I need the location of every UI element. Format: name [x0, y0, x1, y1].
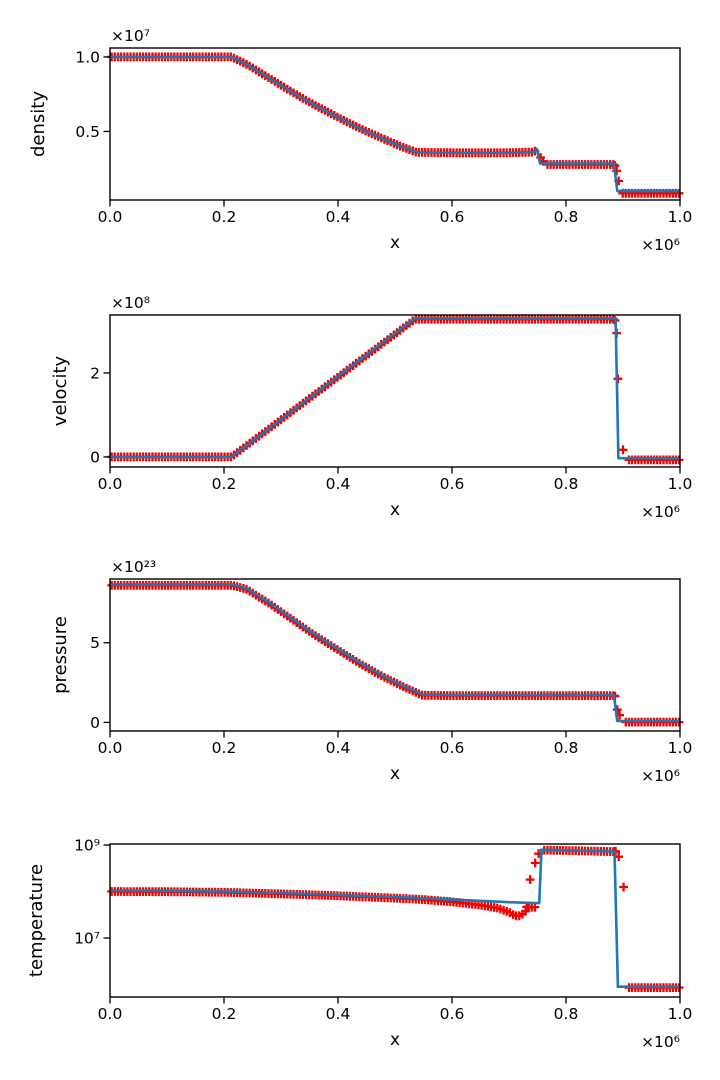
x-tick-label: 0.0 — [98, 739, 123, 757]
x-tick-label: 0.0 — [98, 1005, 123, 1023]
x-tick-label: 0.4 — [326, 1005, 351, 1023]
y-tick-label: 1.0 — [75, 48, 100, 66]
numerical-solution-markers — [107, 314, 684, 465]
panel-velocity: 0.0 0.2 0.4 0.6 0.8 1.0 0 2 ×10⁸ velocity x ×10⁶ — [50, 294, 692, 521]
x-axis-offset-label: ×10⁶ — [641, 1033, 680, 1051]
x-tick-label: 0.6 — [440, 739, 465, 757]
x-tick-label: 0.0 — [98, 208, 123, 226]
x-tick-label: 0.0 — [98, 475, 123, 493]
x-axis-label: x — [390, 500, 400, 520]
x-tick-label: 0.6 — [440, 1005, 465, 1023]
y-axis-label: temperature — [26, 864, 47, 977]
exact-solution-line — [110, 55, 680, 193]
y-tick-label: 0 — [90, 714, 100, 732]
y-tick-label: 0 — [90, 448, 100, 466]
y-axis-label: density — [28, 91, 49, 157]
x-tick-label: 0.8 — [554, 475, 579, 493]
x-axis-offset-label: ×10⁶ — [641, 236, 680, 254]
x-tick-label: 1.0 — [668, 475, 693, 493]
y-axis-offset-label: ×10⁸ — [111, 294, 150, 312]
x-tick-label: 0.2 — [212, 475, 237, 493]
x-tick-label: 0.2 — [212, 1005, 237, 1023]
x-tick-label: 0.8 — [554, 1005, 579, 1023]
x-axis-label: x — [390, 233, 400, 253]
x-tick-label: 1.0 — [668, 739, 693, 757]
x-axis-label: x — [390, 1030, 400, 1050]
x-tick-label: 0.6 — [440, 208, 465, 226]
x-axis-offset-label: ×10⁶ — [641, 767, 680, 785]
y-tick-label: 10⁷ — [74, 930, 100, 948]
numerical-solution-markers — [107, 845, 684, 992]
axes-frame — [109, 843, 681, 998]
axes-frame — [109, 578, 681, 732]
panel-density: 0.0 0.2 0.4 0.6 0.8 1.0 0.5 1.0 ×10⁷ density x ×10⁶ — [28, 27, 692, 254]
panel-temperature: 0.0 0.2 0.4 0.6 0.8 1.0 10⁷ 10⁹ temperature x ×10⁶ — [26, 836, 692, 1051]
numerical-solution-markers — [107, 52, 684, 198]
y-axis-offset-label: ×10²³ — [111, 558, 156, 576]
x-tick-label: 0.8 — [554, 739, 579, 757]
x-tick-label: 0.4 — [326, 475, 351, 493]
x-tick-label: 0.2 — [212, 208, 237, 226]
x-tick-label: 1.0 — [668, 1005, 693, 1023]
x-tick-label: 1.0 — [668, 208, 693, 226]
y-tick-label: 0.5 — [75, 123, 100, 141]
y-tick-label: 2 — [90, 364, 100, 382]
x-tick-label: 0.8 — [554, 208, 579, 226]
y-tick-label: 10⁹ — [74, 836, 100, 854]
axes-frame — [109, 47, 681, 201]
exact-solution-line — [110, 583, 680, 723]
x-axis-label: x — [390, 764, 400, 784]
numerical-solution-markers — [107, 581, 684, 727]
axes-frame — [109, 314, 681, 468]
y-axis-label: pressure — [50, 616, 71, 694]
y-axis-label: velocity — [50, 355, 71, 426]
x-tick-label: 0.4 — [326, 739, 351, 757]
exact-solution-line — [110, 317, 680, 460]
x-tick-label: 0.2 — [212, 739, 237, 757]
x-axis-offset-label: ×10⁶ — [641, 503, 680, 521]
x-tick-label: 0.4 — [326, 208, 351, 226]
x-tick-label: 0.6 — [440, 475, 465, 493]
y-axis-offset-label: ×10⁷ — [111, 27, 150, 45]
exact-solution-line — [109, 848, 680, 989]
panel-pressure: 0.0 0.2 0.4 0.6 0.8 1.0 0 5 ×10²³ pressure x ×10⁶ — [50, 558, 692, 785]
y-tick-label: 5 — [90, 634, 100, 652]
